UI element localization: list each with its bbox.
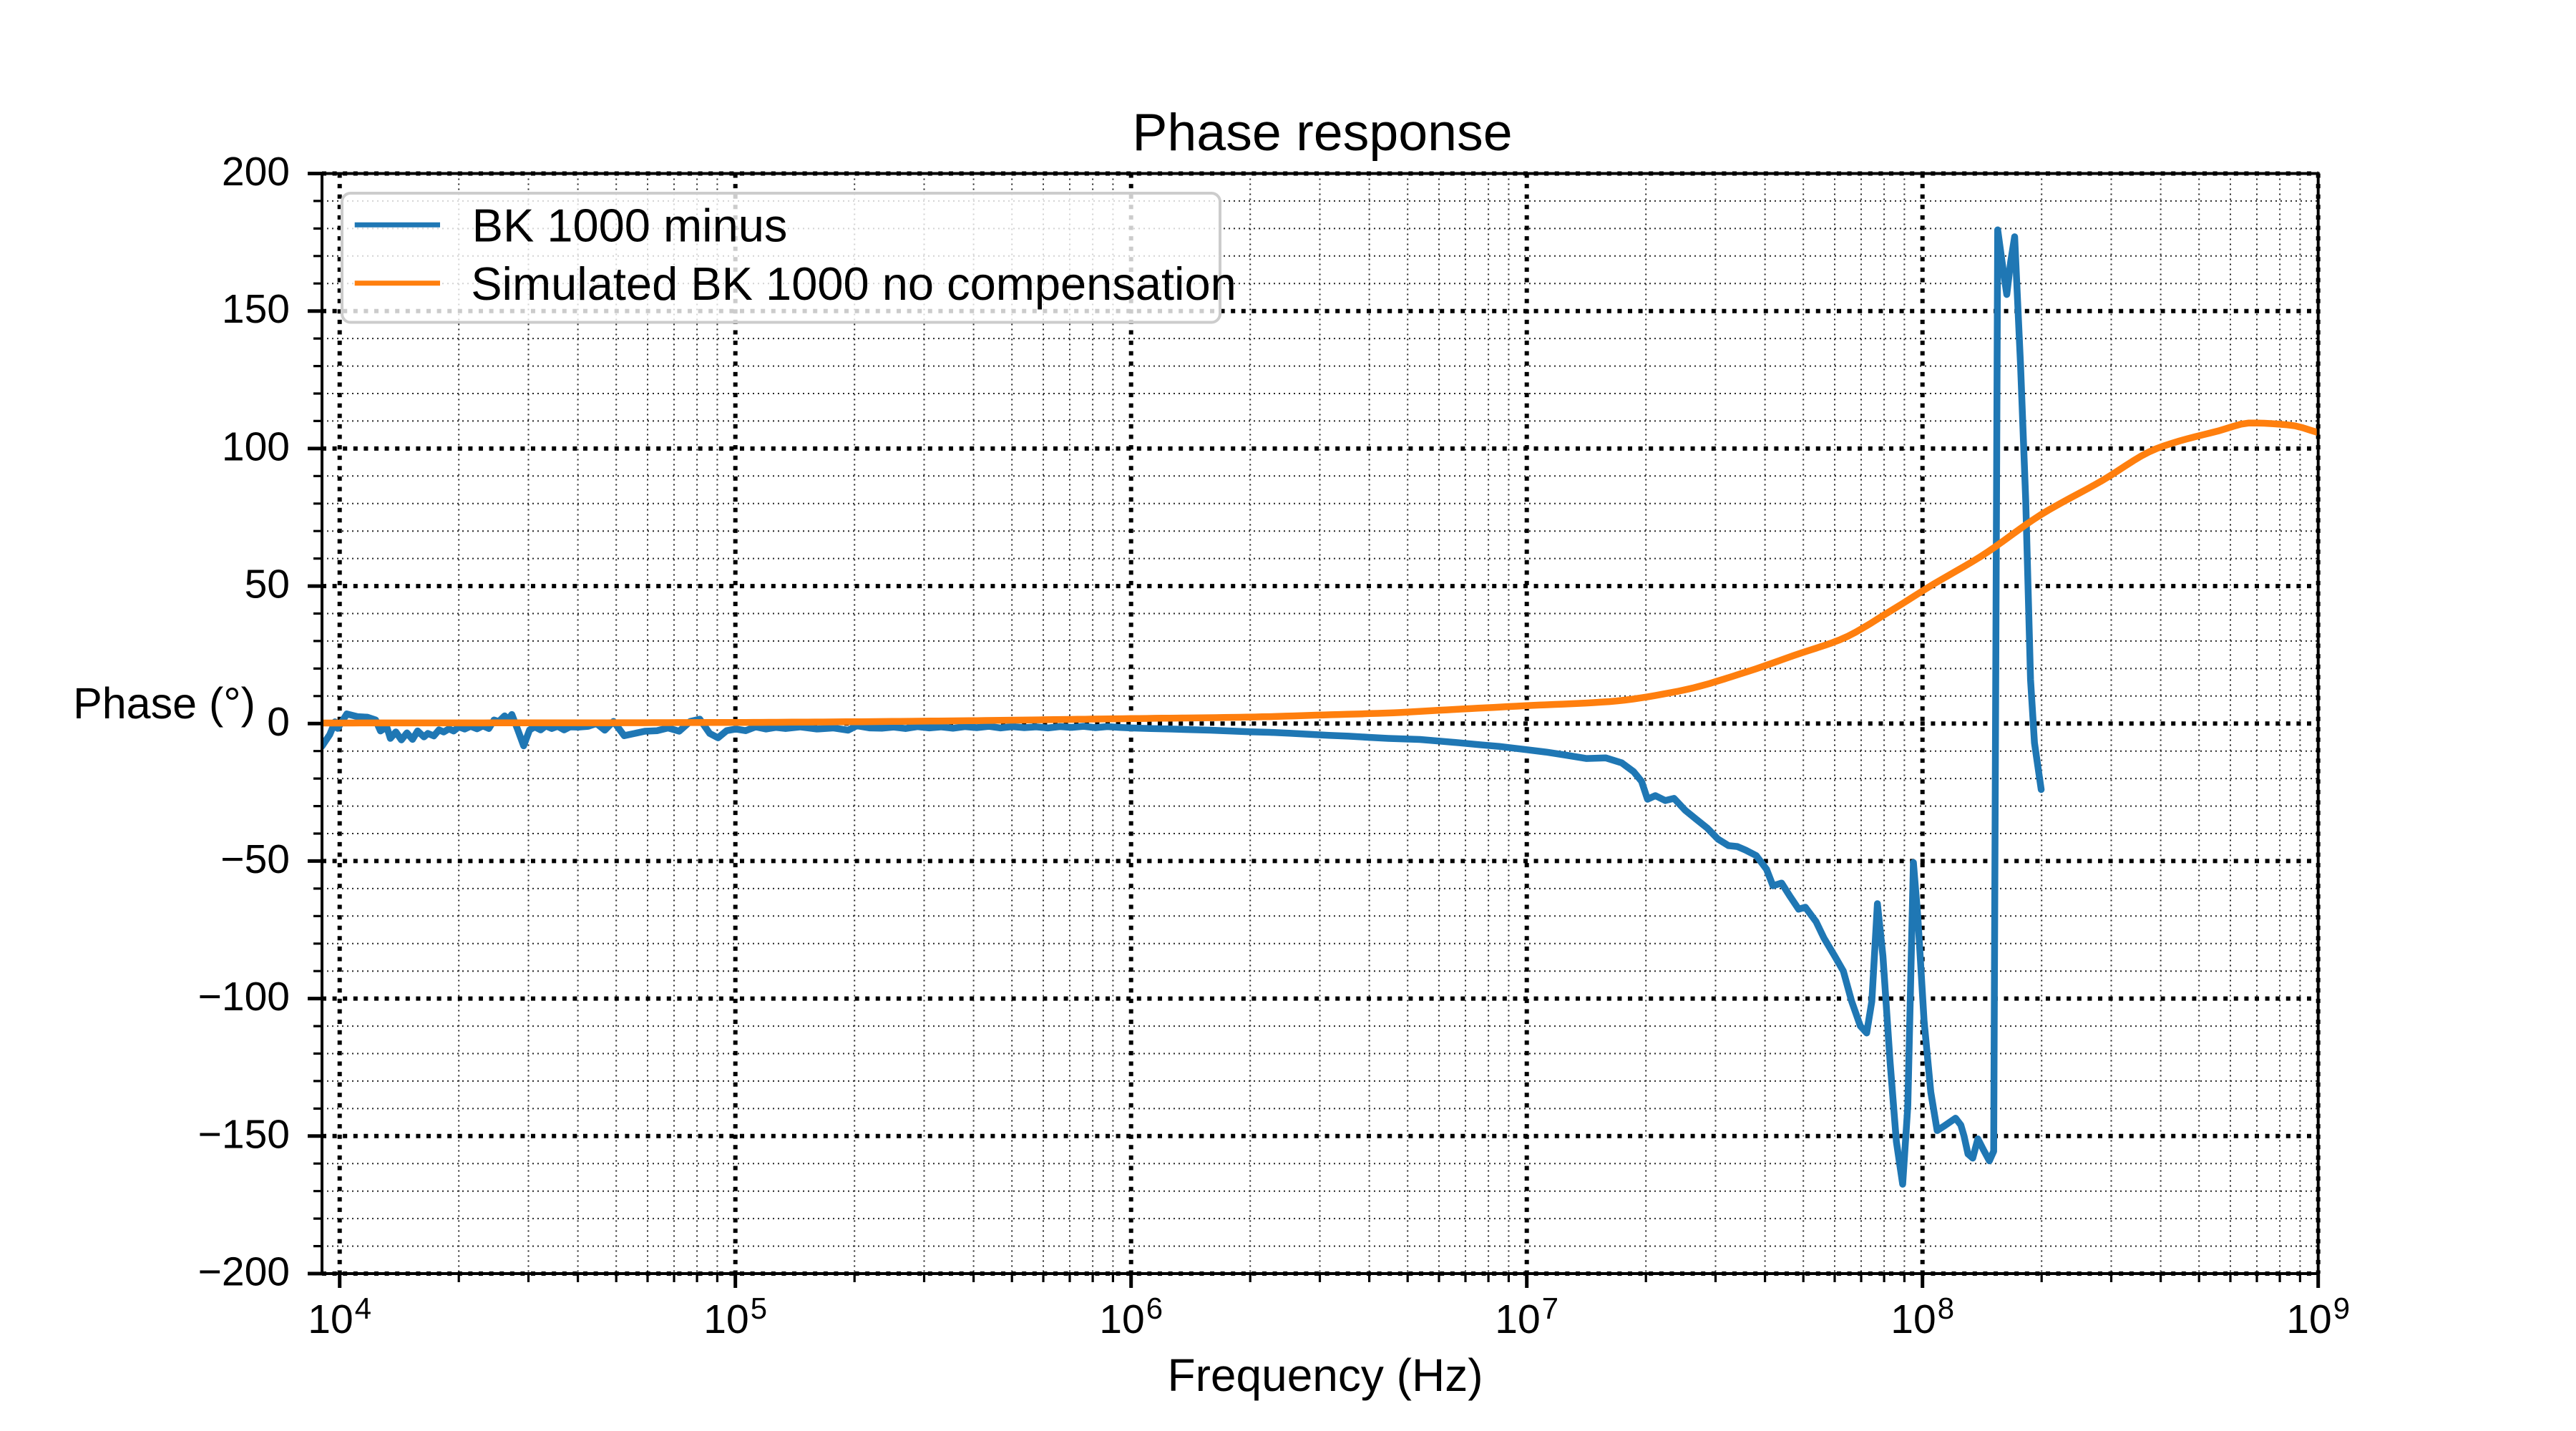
svg-text:BK 1000 minus: BK 1000 minus [472,200,788,252]
svg-text:10: 10 [1099,1296,1144,1342]
svg-text:−50: −50 [220,836,290,882]
svg-text:10: 10 [703,1296,748,1342]
svg-text:Phase response: Phase response [1132,102,1512,162]
svg-text:−200: −200 [198,1249,290,1295]
svg-text:Simulated BK 1000 no compensat: Simulated BK 1000 no compensation [471,258,1236,310]
svg-text:10: 10 [1890,1296,1936,1342]
svg-text:50: 50 [245,562,290,607]
svg-text:10: 10 [1495,1296,1540,1342]
svg-text:Phase (°): Phase (°) [73,679,255,728]
svg-text:0: 0 [267,699,290,745]
svg-text:10: 10 [2286,1296,2331,1342]
svg-text:150: 150 [222,286,290,332]
svg-text:10: 10 [308,1296,353,1342]
svg-text:−150: −150 [198,1111,290,1157]
svg-text:200: 200 [222,149,290,195]
svg-text:100: 100 [222,424,290,469]
svg-text:Frequency (Hz): Frequency (Hz) [1168,1349,1483,1401]
svg-text:−100: −100 [198,974,290,1020]
